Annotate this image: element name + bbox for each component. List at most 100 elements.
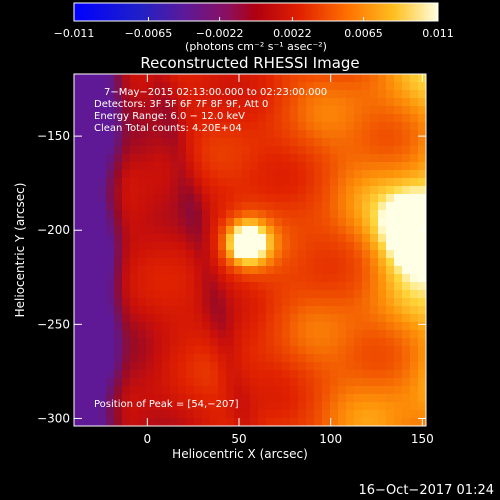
heatmap-cell bbox=[338, 130, 347, 139]
heatmap-cell bbox=[90, 74, 99, 83]
heatmap-cell bbox=[82, 210, 91, 219]
heatmap-cell bbox=[130, 130, 139, 139]
heatmap-cell bbox=[194, 90, 203, 99]
heatmap-cell bbox=[194, 418, 203, 426]
heatmap-cell bbox=[194, 250, 203, 259]
heatmap-cell bbox=[346, 122, 355, 131]
heatmap-cell bbox=[354, 114, 363, 123]
heatmap-cell bbox=[210, 170, 219, 179]
heatmap-cell bbox=[338, 138, 347, 147]
heatmap-cell bbox=[322, 194, 331, 203]
heatmap-cell bbox=[330, 82, 339, 91]
heatmap-cell bbox=[90, 154, 99, 163]
heatmap-cell bbox=[210, 186, 219, 195]
heatmap-cell bbox=[282, 90, 291, 99]
heatmap-cell bbox=[338, 226, 347, 235]
heatmap-cell bbox=[306, 338, 315, 347]
heatmap-cell bbox=[242, 98, 251, 107]
heatmap-cell bbox=[338, 154, 347, 163]
heatmap-cell bbox=[146, 386, 155, 395]
heatmap-cell bbox=[290, 354, 299, 363]
heatmap-cell bbox=[210, 378, 219, 387]
heatmap-cell bbox=[306, 122, 315, 131]
heatmap-cell bbox=[418, 370, 426, 379]
heatmap-cell bbox=[218, 210, 227, 219]
heatmap-cell bbox=[146, 114, 155, 123]
heatmap-cell bbox=[282, 234, 291, 243]
heatmap-cell bbox=[394, 122, 403, 131]
heatmap-cell bbox=[82, 202, 91, 211]
heatmap-cell bbox=[274, 410, 283, 419]
heatmap-cell bbox=[90, 282, 99, 291]
heatmap-cell bbox=[146, 146, 155, 155]
heatmap-cell bbox=[338, 418, 347, 426]
annotation-line: Clean Total counts: 4.20E+04 bbox=[94, 123, 242, 134]
heatmap-cell bbox=[186, 410, 195, 419]
heatmap-cell bbox=[154, 354, 163, 363]
heatmap-cell bbox=[138, 330, 147, 339]
heatmap-cell bbox=[210, 306, 219, 315]
heatmap-cell bbox=[274, 338, 283, 347]
heatmap-cell bbox=[154, 234, 163, 243]
heatmap-cell bbox=[90, 362, 99, 371]
heatmap-cell bbox=[410, 258, 419, 267]
heatmap-cell bbox=[226, 378, 235, 387]
heatmap-cell bbox=[162, 170, 171, 179]
heatmap-cell bbox=[338, 74, 347, 83]
heatmap-cell bbox=[314, 378, 323, 387]
heatmap-cell bbox=[106, 338, 115, 347]
heatmap-cell bbox=[298, 258, 307, 267]
heatmap-cell bbox=[338, 122, 347, 131]
heatmap-cell bbox=[194, 162, 203, 171]
heatmap-cell bbox=[202, 354, 211, 363]
heatmap-cell bbox=[178, 106, 187, 115]
heatmap-cell bbox=[290, 250, 299, 259]
heatmap-cell bbox=[394, 218, 403, 227]
heatmap-cell bbox=[138, 98, 147, 107]
heatmap-cell bbox=[210, 330, 219, 339]
heatmap-cell bbox=[210, 362, 219, 371]
heatmap-cell bbox=[306, 386, 315, 395]
heatmap-cell bbox=[298, 274, 307, 283]
heatmap-cell bbox=[314, 162, 323, 171]
heatmap-cell bbox=[258, 394, 267, 403]
heatmap-cell bbox=[338, 106, 347, 115]
heatmap-cell bbox=[266, 170, 275, 179]
heatmap-cell bbox=[74, 130, 83, 139]
heatmap-cell bbox=[330, 202, 339, 211]
heatmap-cell bbox=[130, 82, 139, 91]
heatmap-cell bbox=[362, 370, 371, 379]
heatmap-cell bbox=[402, 146, 411, 155]
heatmap-cell bbox=[154, 410, 163, 419]
heatmap-cell bbox=[178, 170, 187, 179]
heatmap-cell bbox=[186, 138, 195, 147]
heatmap-cell bbox=[258, 98, 267, 107]
heatmap-cell bbox=[362, 362, 371, 371]
heatmap-cell bbox=[186, 130, 195, 139]
heatmap-cell bbox=[154, 418, 163, 426]
heatmap-cell bbox=[410, 274, 419, 283]
heatmap-cell bbox=[362, 154, 371, 163]
heatmap-cell bbox=[386, 90, 395, 99]
heatmap-cell bbox=[138, 282, 147, 291]
heatmap-cell bbox=[346, 226, 355, 235]
heatmap-cell bbox=[338, 250, 347, 259]
heatmap-cell bbox=[354, 298, 363, 307]
heatmap-cell bbox=[90, 370, 99, 379]
heatmap-cell bbox=[346, 298, 355, 307]
heatmap-cell bbox=[266, 322, 275, 331]
heatmap-cell bbox=[330, 178, 339, 187]
heatmap-cell bbox=[250, 282, 259, 291]
heatmap-cell bbox=[362, 250, 371, 259]
heatmap-cell bbox=[98, 298, 107, 307]
heatmap-cell bbox=[258, 258, 267, 267]
heatmap-cell bbox=[298, 234, 307, 243]
heatmap-cell bbox=[202, 98, 211, 107]
heatmap-cell bbox=[386, 362, 395, 371]
heatmap-cell bbox=[418, 258, 426, 267]
heatmap-cell bbox=[218, 138, 227, 147]
heatmap-cell bbox=[418, 402, 426, 411]
heatmap-cell bbox=[330, 250, 339, 259]
heatmap-cell bbox=[234, 338, 243, 347]
heatmap-cell bbox=[378, 394, 387, 403]
